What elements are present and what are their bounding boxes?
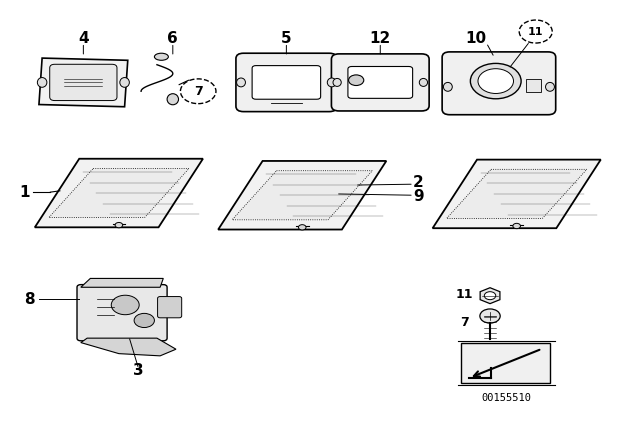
Text: 1: 1: [20, 185, 30, 200]
Ellipse shape: [545, 82, 554, 91]
Ellipse shape: [167, 94, 179, 105]
Polygon shape: [81, 278, 163, 287]
FancyBboxPatch shape: [157, 297, 182, 318]
Circle shape: [111, 295, 139, 314]
Ellipse shape: [154, 53, 168, 60]
Circle shape: [349, 75, 364, 86]
Circle shape: [480, 309, 500, 323]
Circle shape: [115, 223, 123, 228]
FancyBboxPatch shape: [77, 284, 167, 341]
Polygon shape: [81, 338, 176, 356]
Circle shape: [298, 224, 306, 230]
Circle shape: [519, 20, 552, 43]
FancyBboxPatch shape: [332, 54, 429, 111]
FancyBboxPatch shape: [236, 53, 337, 112]
Text: 5: 5: [281, 30, 292, 46]
Ellipse shape: [327, 78, 336, 87]
Bar: [525, 79, 541, 92]
Text: 12: 12: [370, 30, 391, 46]
Ellipse shape: [120, 78, 129, 87]
Text: 9: 9: [413, 189, 424, 204]
Polygon shape: [35, 159, 203, 227]
FancyBboxPatch shape: [442, 52, 556, 115]
FancyBboxPatch shape: [252, 65, 321, 99]
Text: 11: 11: [528, 26, 543, 37]
Text: 7: 7: [194, 85, 203, 98]
Text: 7: 7: [460, 316, 469, 329]
Ellipse shape: [37, 78, 47, 87]
FancyBboxPatch shape: [348, 66, 413, 99]
Bar: [461, 344, 550, 383]
Ellipse shape: [419, 78, 428, 86]
Text: 8: 8: [24, 292, 35, 307]
Ellipse shape: [444, 82, 452, 91]
FancyBboxPatch shape: [50, 64, 117, 100]
Circle shape: [470, 64, 521, 99]
Polygon shape: [433, 159, 601, 228]
Text: 6: 6: [168, 30, 178, 46]
Circle shape: [478, 69, 513, 94]
Polygon shape: [218, 161, 387, 229]
Circle shape: [484, 292, 496, 300]
Circle shape: [180, 79, 216, 103]
Text: 00155510: 00155510: [481, 393, 532, 403]
Text: 4: 4: [78, 30, 89, 46]
Text: 3: 3: [132, 362, 143, 378]
Text: 11: 11: [456, 289, 474, 302]
Polygon shape: [232, 171, 372, 220]
Polygon shape: [49, 168, 189, 218]
Polygon shape: [39, 58, 128, 107]
Text: 2: 2: [413, 175, 424, 190]
Polygon shape: [480, 288, 500, 304]
Ellipse shape: [237, 78, 246, 87]
Ellipse shape: [333, 78, 341, 86]
Circle shape: [134, 313, 154, 327]
Polygon shape: [447, 169, 587, 219]
Circle shape: [513, 224, 520, 228]
Text: 10: 10: [465, 30, 486, 46]
